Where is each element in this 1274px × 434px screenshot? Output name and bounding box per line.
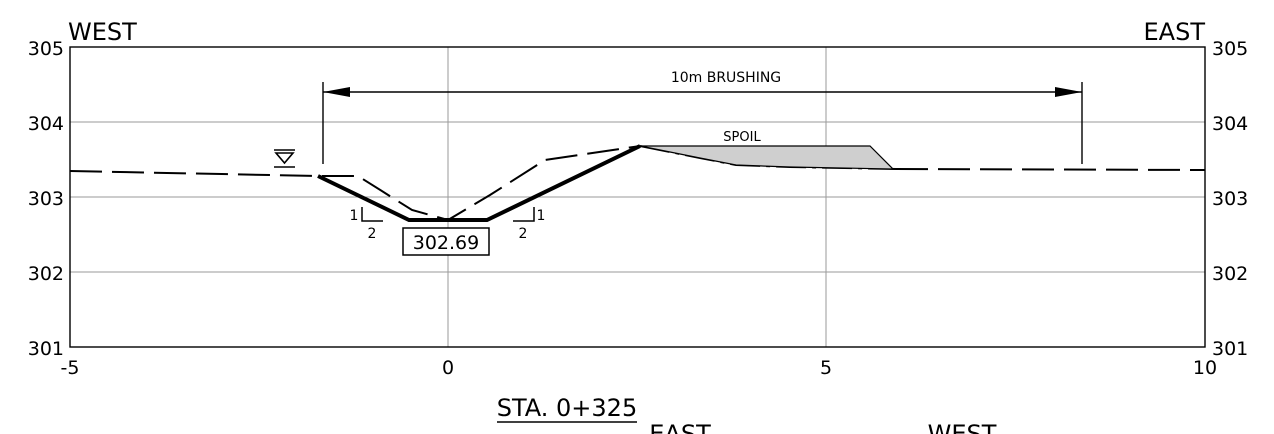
east-header: EAST xyxy=(1144,18,1206,46)
slope-right-run: 2 xyxy=(519,226,528,242)
existing-ground-line xyxy=(69,145,1206,222)
spoil-pile xyxy=(639,145,895,170)
plot-frame xyxy=(69,46,1206,348)
invert-elevation-box xyxy=(402,227,490,256)
y-tick-label: 301 xyxy=(1212,338,1248,360)
invert-elevation: 302.69 xyxy=(413,232,479,254)
station-title: STA. 0+325 xyxy=(497,394,637,422)
y-tick-label: 305 xyxy=(1212,38,1248,60)
y-tick-label: 305 xyxy=(28,38,64,60)
brushing-label: 10m BRUSHING xyxy=(671,70,781,86)
spoil-label: SPOIL xyxy=(723,130,761,145)
design-ditch-line xyxy=(317,144,641,222)
water-level-icon xyxy=(274,149,295,168)
next-east-header: EAST xyxy=(649,420,711,434)
y-tick-label: 301 xyxy=(28,338,64,360)
slope-left-rise: 1 xyxy=(350,208,359,224)
slope-right-rise: 1 xyxy=(537,208,546,224)
y-axis-left: 305 304 303 302 301 xyxy=(28,38,64,360)
y-tick-label: 302 xyxy=(28,263,64,285)
y-tick-label: 304 xyxy=(1212,113,1248,135)
y-tick-label: 303 xyxy=(28,188,64,210)
slope-left-run: 2 xyxy=(368,226,377,242)
x-axis: -5 0 5 10 xyxy=(61,357,1218,379)
y-axis-right: 305 304 303 302 301 xyxy=(1212,38,1248,360)
y-tick-label: 302 xyxy=(1212,263,1248,285)
y-tick-label: 303 xyxy=(1212,188,1248,210)
x-tick-label: -5 xyxy=(61,357,80,379)
next-west-header: WEST xyxy=(928,420,997,434)
x-tick-label: 10 xyxy=(1193,357,1217,379)
grid xyxy=(70,47,1205,347)
slope-symbol-left xyxy=(361,207,383,222)
y-tick-label: 304 xyxy=(28,113,64,135)
x-tick-label: 0 xyxy=(442,357,454,379)
slope-symbol-right xyxy=(513,207,535,222)
x-tick-label: 5 xyxy=(820,357,832,379)
brushing-dimension xyxy=(322,82,1083,164)
west-header: WEST xyxy=(68,18,137,46)
